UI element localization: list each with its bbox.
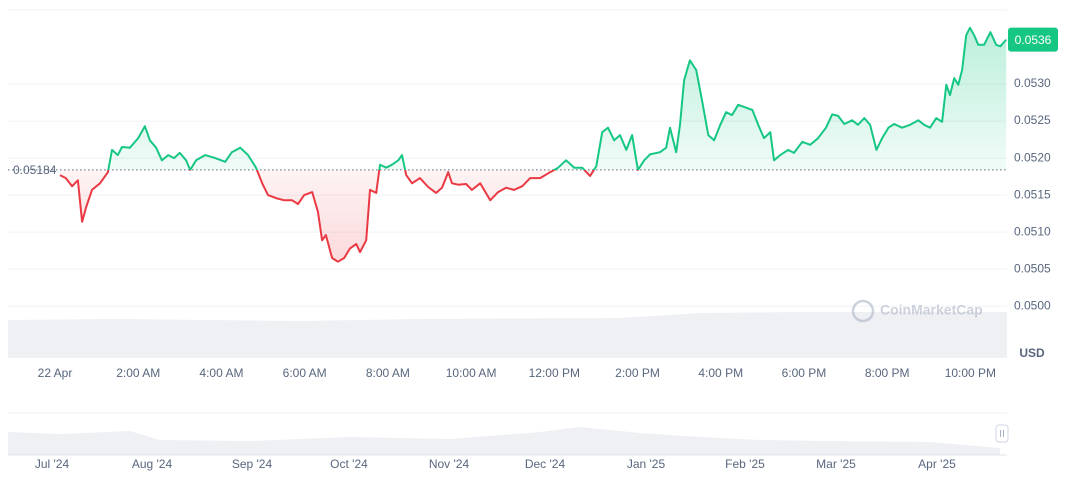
navigator-label: Jul '24 bbox=[35, 457, 70, 471]
currency-label: USD bbox=[1019, 346, 1045, 360]
x-tick-label: 10:00 AM bbox=[446, 366, 497, 380]
area bbox=[60, 27, 1007, 262]
navigator-label: Nov '24 bbox=[429, 457, 470, 471]
watermark: CoinMarketCap bbox=[851, 299, 983, 323]
volume-band bbox=[8, 312, 1007, 358]
price-badge-label: 0.0536 bbox=[1015, 33, 1052, 47]
price-line bbox=[59, 26, 1007, 263]
y-tick-label: 0.0505 bbox=[1014, 261, 1051, 275]
navigator-label: Feb '25 bbox=[725, 457, 765, 471]
x-tick-label: 2:00 PM bbox=[615, 366, 660, 380]
navigator-label: Sep '24 bbox=[232, 457, 273, 471]
price-badge bbox=[1008, 27, 1058, 52]
navigator-label: Dec '24 bbox=[525, 457, 566, 471]
x-tick-label: 22 Apr bbox=[38, 366, 73, 380]
x-tick-label: 6:00 AM bbox=[283, 366, 327, 380]
x-tick-label: 8:00 PM bbox=[865, 366, 910, 380]
y-tick-label: 0.0525 bbox=[1014, 113, 1051, 127]
navigator-label: Mar '25 bbox=[816, 457, 856, 471]
y-tick-label: 0.0530 bbox=[1014, 76, 1051, 90]
navigator-label: Aug '24 bbox=[132, 457, 173, 471]
navigator-label: Jan '25 bbox=[627, 457, 666, 471]
x-tick-label: 6:00 PM bbox=[782, 366, 827, 380]
y-tick-label: 0.0500 bbox=[1014, 298, 1051, 312]
navigator-label: Oct '24 bbox=[330, 457, 368, 471]
x-tick-label: 4:00 AM bbox=[199, 366, 243, 380]
navigator bbox=[8, 412, 1009, 456]
x-tick-label: 4:00 PM bbox=[698, 366, 743, 380]
x-tick-label: 2:00 AM bbox=[116, 366, 160, 380]
y-tick-label: 0.0520 bbox=[1014, 150, 1051, 164]
y-tick-label: 0.0515 bbox=[1014, 187, 1051, 201]
x-tick-label: 12:00 PM bbox=[529, 366, 580, 380]
x-tick-label: 8:00 AM bbox=[366, 366, 410, 380]
watermark-text: CoinMarketCap bbox=[880, 302, 983, 318]
y-tick-label: 0.0510 bbox=[1014, 224, 1051, 238]
x-tick-label: 10:00 PM bbox=[945, 366, 996, 380]
baseline-label: 0.05184 bbox=[13, 163, 57, 177]
navigator-label: Apr '25 bbox=[918, 457, 956, 471]
